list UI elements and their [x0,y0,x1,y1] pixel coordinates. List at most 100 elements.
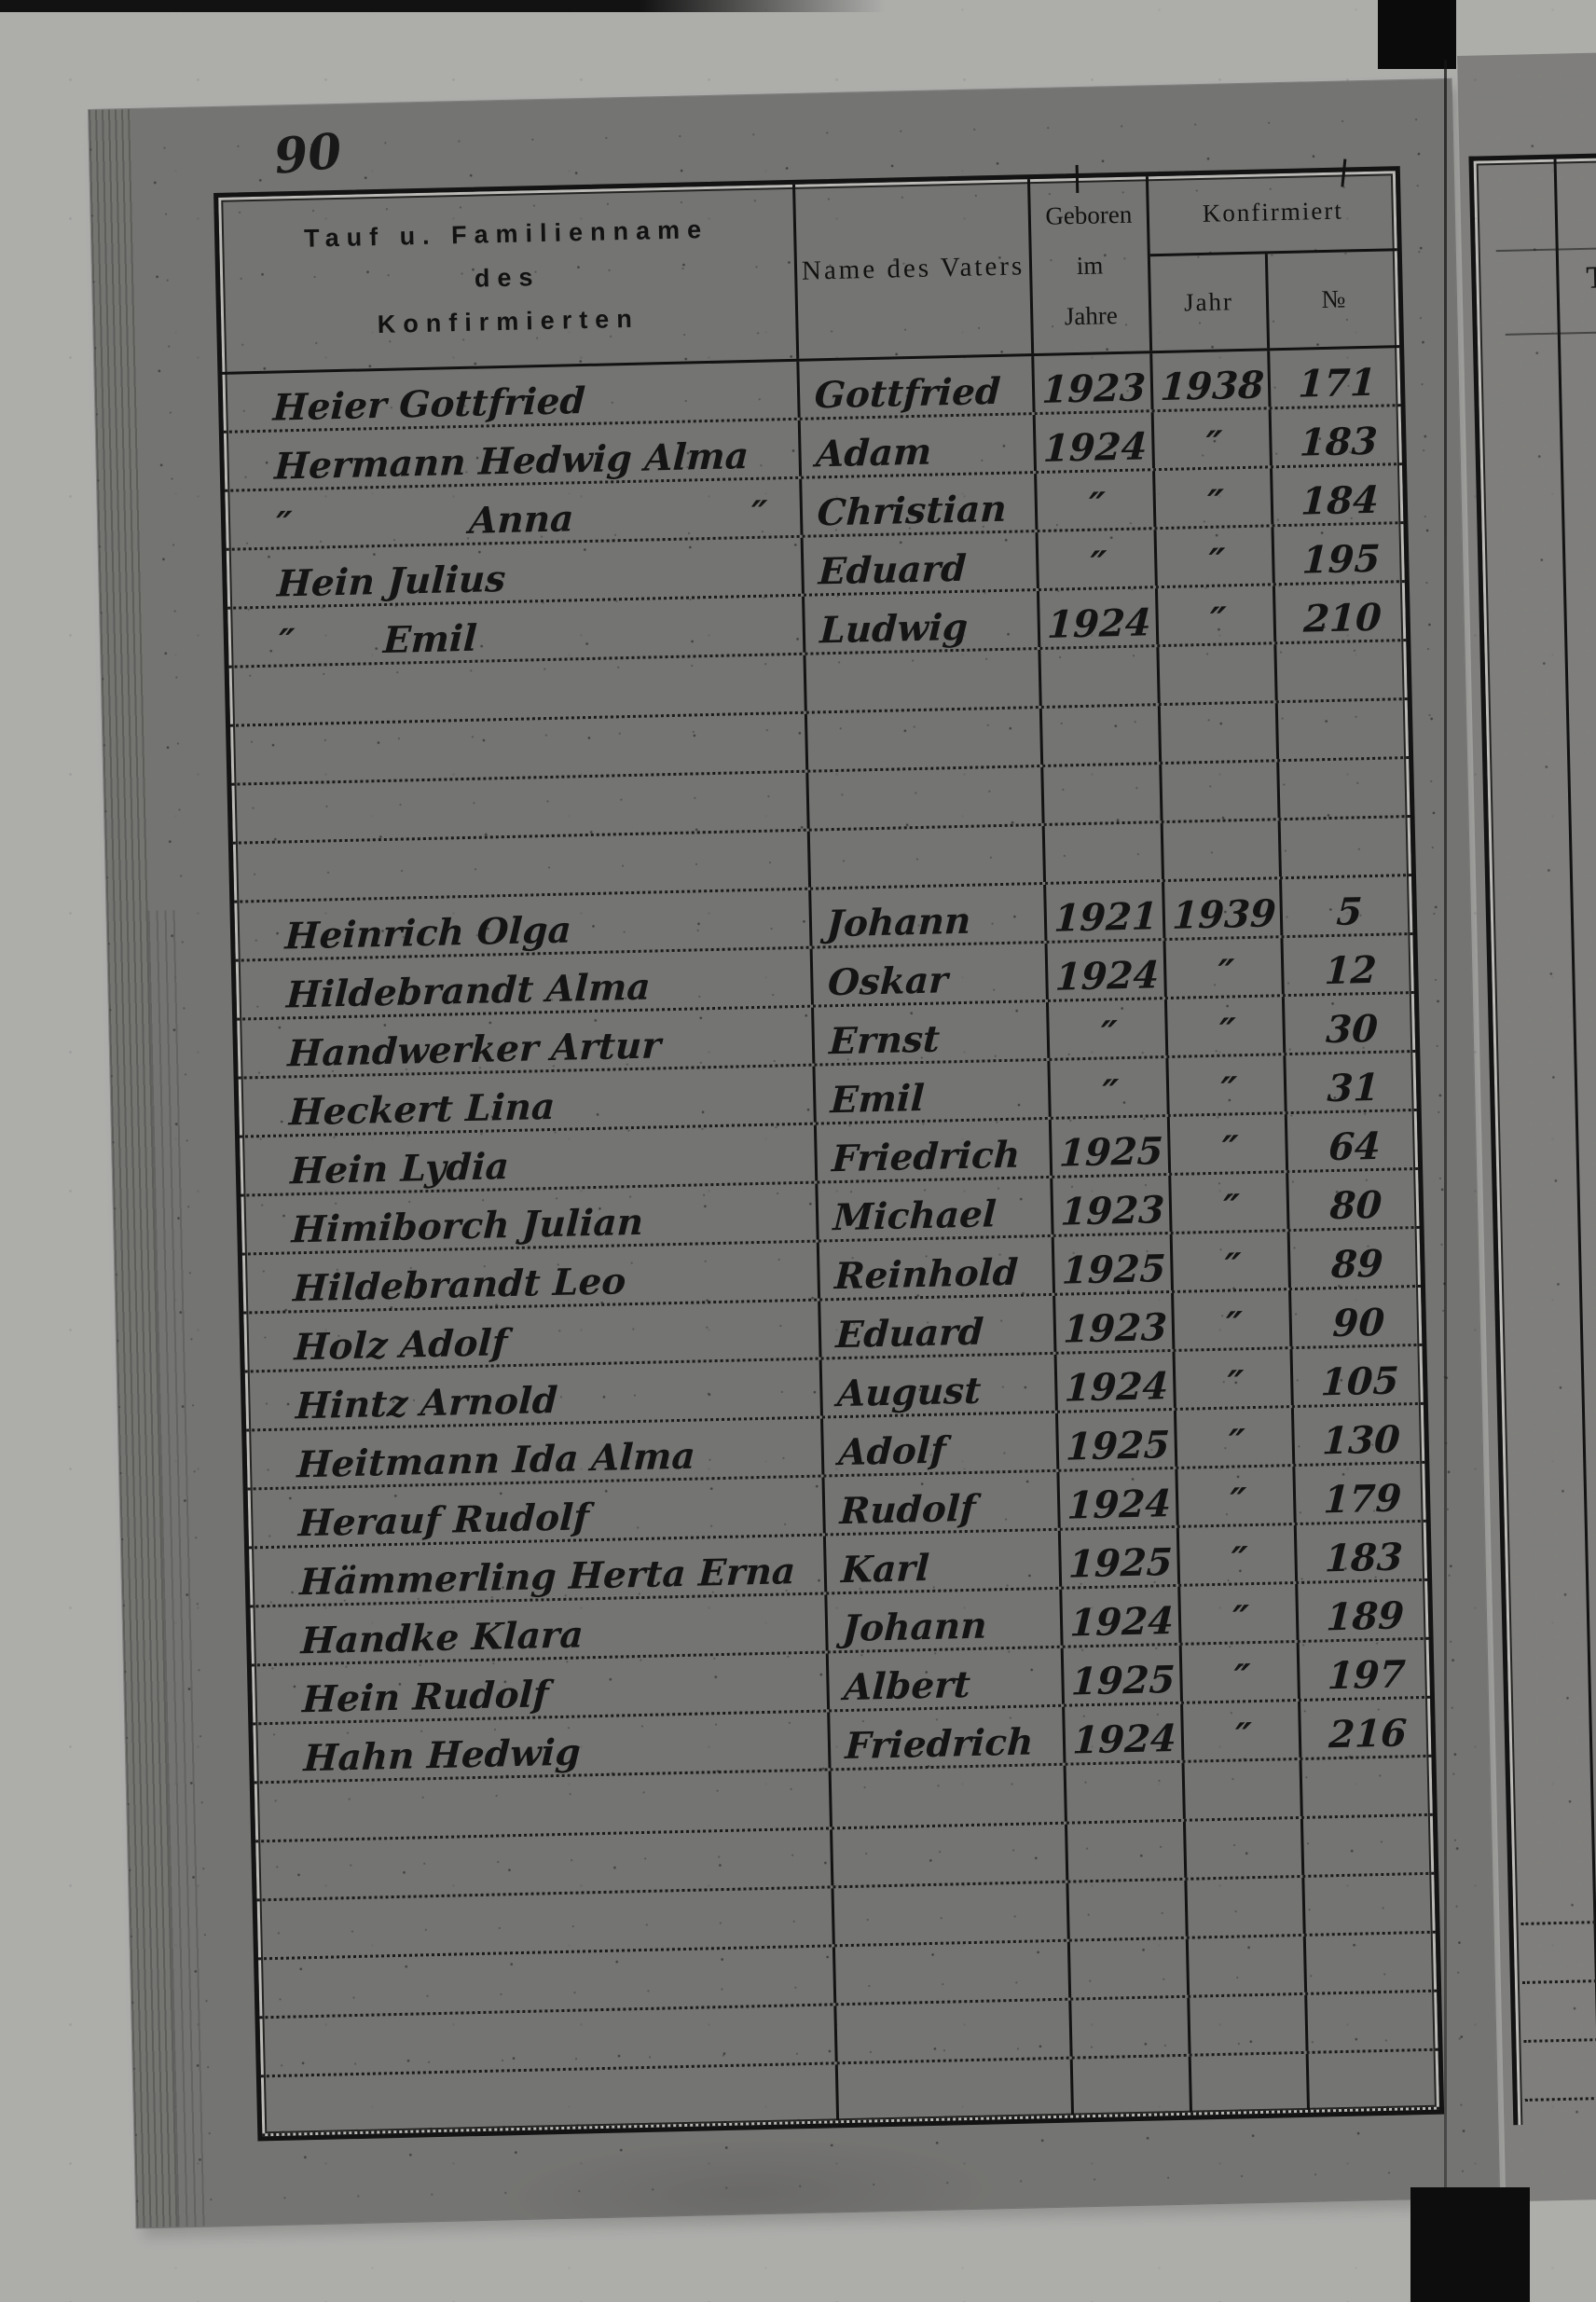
confirmation-number: 184 [1300,477,1380,524]
header-born-line1: Geboren [1045,200,1133,230]
confirmation-year: 1938 [1159,363,1265,410]
confirmation-number: 89 [1329,1241,1384,1288]
header-cell-born: Geboren im Jahre [1029,176,1153,354]
father-name: Gottfried [813,369,1002,418]
confirmed-name: Himiborch Julian [290,1200,645,1252]
birth-year: 1925 [1058,1129,1165,1176]
birth-year: 1925 [1061,1247,1167,1293]
father-name: Eduard [834,1310,985,1358]
confirmed-name: Handke Klara [299,1613,585,1663]
confirmation-number: 31 [1326,1065,1381,1111]
page-gap-shadow [1444,60,1447,2204]
header-cell-name: Tauf u. Familienname des Konfirmierten [218,184,800,372]
father-name: Emil [829,1076,926,1123]
father-name: Ernst [828,1017,942,1064]
father-name: Adolf [837,1428,947,1475]
birth-year: ″ [1100,1071,1120,1116]
father-name: Karl [840,1546,930,1592]
birth-year: ″ [1087,484,1107,529]
table-body: Heier Gottfried Gottfried 1923 1938 171 … [222,348,1440,2137]
next-page-column-line [1553,159,1596,2120]
confirmed-name: Herauf Rudolf [296,1496,590,1546]
confirmed-name: Holz Adolf [293,1321,509,1370]
next-page-header-line [1505,331,1596,336]
confirmation-year: ″ [1216,951,1235,996]
confirmed-name: Hintz Arnold [295,1378,559,1428]
confirmed-name: Hämmerling Herta Erna [298,1550,797,1605]
father-name: Ludwig [819,605,970,653]
confirmation-number: 90 [1331,1300,1385,1346]
header-name-line1: Tauf u. Familienname [303,214,709,253]
confirmed-name: ″ Anna ″ [274,492,768,547]
confirmed-name: Hahn Hedwig [302,1730,582,1781]
table-header-row: Tauf u. Familienname des Konfirmierten N… [218,171,1400,375]
birth-year: 1923 [1059,1188,1166,1234]
header-born-line2: im [1076,250,1104,280]
birth-year: ″ [1088,543,1108,587]
confirmation-year: ″ [1223,1303,1244,1348]
header-conf-number-label: № [1321,284,1346,314]
birth-year: 1924 [1071,1716,1178,1763]
confirmation-number: 189 [1325,1593,1406,1640]
confirmed-name: Handwerker Artur [286,1024,662,1076]
father-name: Michael [832,1192,998,1240]
birth-year: 1924 [1068,1598,1176,1646]
confirmation-year: ″ [1204,422,1223,467]
confirmation-number: 216 [1328,1711,1408,1758]
confirmation-year: ″ [1217,1010,1236,1055]
confirmed-name: Heinrich Olga [283,908,572,958]
confirmation-number: 64 [1327,1123,1382,1170]
birth-year: 1925 [1065,1423,1172,1469]
confirmation-year: ″ [1207,599,1227,643]
confirmed-name: Hermann Hedwig Alma [273,434,750,489]
confirmation-number: 30 [1324,1006,1379,1053]
header-name-line3: Konfirmierten [377,304,640,339]
birth-year: ″ [1099,1013,1119,1057]
father-name: Johann [825,899,972,946]
confirmation-number: 5 [1334,889,1364,934]
next-page-header-fragment: T [1586,260,1596,296]
confirmation-number: 171 [1297,360,1377,407]
confirmation-register-table: Tauf u. Familienname des Konfirmierten N… [213,159,1445,2142]
confirmation-year: ″ [1221,1186,1241,1231]
confirmation-year: ″ [1226,1421,1245,1466]
confirmation-year: ″ [1233,1715,1253,1759]
confirmation-year: ″ [1206,540,1226,585]
registration-tick-mark [1075,164,1080,193]
header-born-line3: Jahre [1064,300,1119,330]
next-page-header-line [1495,247,1596,253]
confirmed-name: ″ Emil [277,616,478,665]
confirmed-name: Hein Rudolf [301,1673,550,1722]
next-page-dotted-line [1524,2095,1596,2102]
handwritten-page-number: 90 [271,122,345,186]
father-name: Albert [843,1662,971,1710]
confirmed-name: Hein Lydia [289,1145,510,1193]
next-page-dotted-line [1523,2036,1596,2043]
confirmed-name: Hildebrandt Leo [292,1260,627,1311]
birth-year: 1924 [1066,1482,1173,1528]
confirmation-year: 1939 [1171,891,1277,938]
confirmation-year: ″ [1218,1068,1238,1113]
father-name: Friedrich [831,1133,1022,1181]
father-name: Johann [841,1604,988,1651]
confirmation-number: 183 [1323,1535,1404,1581]
birth-year: 1924 [1054,953,1161,999]
confirmed-name: Heier Gottfried [271,379,586,430]
confirmation-year: ″ [1225,1362,1245,1407]
header-confirmed-label: Konfirmiert [1148,171,1397,257]
confirmation-year: ″ [1231,1656,1251,1701]
birth-year: 1925 [1070,1657,1176,1704]
confirmation-number: 195 [1300,536,1382,583]
scan-artifact-bottom-right-bar [1410,2187,1530,2302]
father-name: Christian [816,487,1008,535]
confirmation-year: ″ [1222,1245,1242,1289]
next-page-dotted-line [1520,1919,1596,1925]
father-name: Rudolf [838,1486,977,1534]
next-page-dotted-line [1521,1978,1596,1984]
confirmation-year: ″ [1229,1538,1248,1583]
confirmation-year: ″ [1204,481,1225,526]
birth-year: 1924 [1042,424,1149,471]
father-name: Reinhold [833,1250,1020,1299]
confirmation-year: ″ [1219,1127,1239,1172]
birth-year: 1923 [1062,1305,1169,1352]
